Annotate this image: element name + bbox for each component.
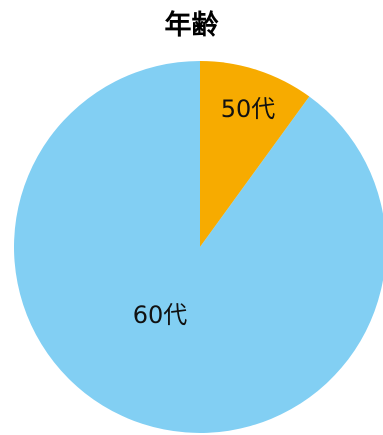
slice-label-2: 60代	[133, 301, 188, 329]
slice-label-1: 50代	[221, 95, 276, 123]
chart-title: 年齢	[164, 10, 219, 41]
pie-slice-2	[14, 61, 383, 433]
pie-slice-1	[200, 61, 310, 247]
